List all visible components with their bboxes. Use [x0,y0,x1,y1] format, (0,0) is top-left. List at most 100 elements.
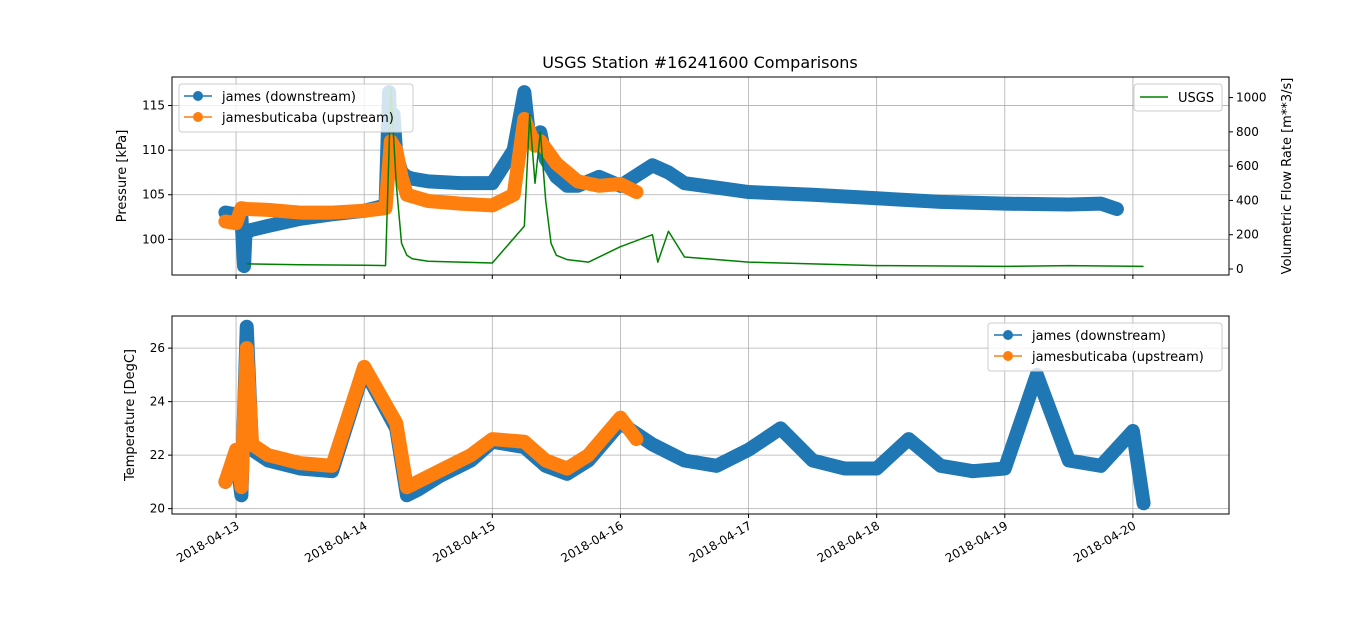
data-point [742,185,756,199]
data-point [485,432,499,446]
data-point [517,85,531,99]
series-line-usgs [246,88,1144,268]
series-jamesbuticaba [218,341,644,495]
data-point [581,448,595,462]
data-point [261,203,275,217]
data-point [774,421,788,435]
y2-tick-label: 800 [1236,125,1259,139]
data-point [389,416,403,430]
temperature-grid [172,316,1229,514]
legend-temp-jamesbuticaba-label: jamesbuticaba (upstream) [1031,350,1204,365]
y2-tick-label: 400 [1236,193,1259,207]
flow-legend: USGS [1133,83,1223,112]
data-point [1094,459,1108,473]
data-point [661,165,675,179]
series-usgs [246,88,1144,268]
data-point [1126,424,1140,438]
data-point [517,435,531,449]
data-point [325,459,339,473]
data-point [464,448,478,462]
data-point [549,157,563,171]
legend-temp-james-label: james (downstream) [1031,329,1166,344]
chart-title: USGS Station #16241600 Comparisons [542,53,858,72]
data-point [998,462,1012,476]
data-point [242,223,256,237]
data-point [400,480,414,494]
temperature-series [218,319,1151,511]
temperature-y-ticks: 20 22 24 26 [150,341,172,516]
data-point [240,341,254,355]
data-point [293,206,307,220]
data-point [902,432,916,446]
legend-james-marker [193,91,203,101]
data-point [357,360,371,374]
data-point [507,188,521,202]
data-point [395,170,409,184]
data-point [806,188,820,202]
data-point [453,197,467,211]
data-point [240,320,254,334]
temperature-y-axis-label: Temperature [DegC] [123,349,138,482]
pressure-panel: 100 105 110 115 0 200 400 600 800 1000 USGS Stat… [115,53,1295,279]
data-point [592,179,606,193]
temperature-legend-box [987,322,1223,372]
data-point [245,437,259,451]
legend-james-label: james (downstream) [221,90,356,105]
legend-temp-jamesbuticaba-marker [1003,351,1013,361]
data-point [870,462,884,476]
y-tick-label: 115 [142,99,165,113]
y2-tick-label: 600 [1236,159,1259,173]
data-point [218,475,232,489]
flow-legend-box [1133,83,1223,112]
data-point [261,219,275,233]
data-point [432,464,446,478]
data-point [325,206,339,220]
data-point [485,198,499,212]
data-point [966,464,980,478]
data-point [710,181,724,195]
legend-jamesbuticaba-label: jamesbuticaba (upstream) [221,111,394,126]
data-point [218,214,232,228]
data-point [571,174,585,188]
data-point [1094,197,1108,211]
data-point [237,259,251,273]
data-point [229,216,243,230]
data-point [411,475,425,489]
legend-jamesbuticaba-marker [193,112,203,122]
y2-tick-label: 1000 [1236,91,1267,105]
data-point [742,443,756,457]
pressure-y-axis-label: Pressure [kPa] [115,130,130,223]
data-point [539,453,553,467]
data-point [613,411,627,425]
data-point [645,158,659,172]
data-point [421,174,435,188]
data-point [870,191,884,205]
temperature-axes-frame [171,315,1230,515]
data-point [261,448,275,462]
y-tick-label: 105 [142,188,165,202]
data-point [613,177,627,191]
data-point [234,480,248,494]
data-point [517,112,531,126]
legend-usgs-label: USGS [1178,91,1214,106]
data-point [677,453,691,467]
data-point [629,432,643,446]
y2-tick-label: 0 [1236,262,1244,276]
data-point [710,459,724,473]
data-point [1062,198,1076,212]
pressure-axes-frame [171,76,1230,276]
data-point [240,202,254,216]
data-point [934,459,948,473]
y-tick-label: 100 [142,232,165,246]
data-point [421,194,435,208]
data-point [1062,453,1076,467]
temperature-legend: james (downstream) jamesbuticaba (upstre… [987,322,1223,372]
data-point [934,195,948,209]
y-tick-label: 110 [142,143,165,157]
data-point [645,437,659,451]
data-point [485,176,499,190]
data-point [998,197,1012,211]
data-point [677,176,691,190]
data-point [379,201,393,215]
